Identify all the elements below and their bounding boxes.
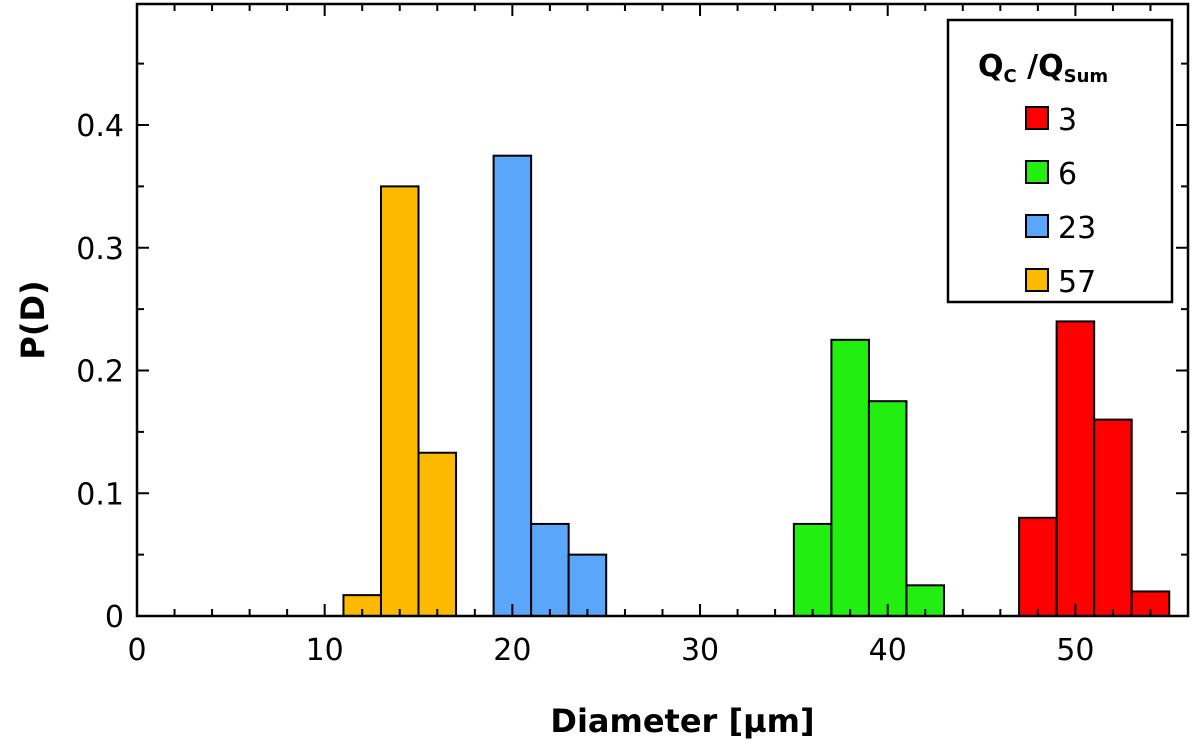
y-tick-label: 0.3 bbox=[76, 232, 124, 267]
x-tick-label: 10 bbox=[306, 633, 344, 668]
legend-swatch-23 bbox=[1025, 214, 1049, 238]
legend-swatch-6 bbox=[1025, 160, 1049, 184]
legend-label-57: 57 bbox=[1058, 265, 1096, 300]
legend-box bbox=[946, 18, 1174, 304]
ticks-layer bbox=[136, 4, 1189, 617]
legend-items: 3 6 23 57 bbox=[1025, 103, 1096, 300]
legend-label-3: 3 bbox=[1058, 103, 1077, 138]
y-tick-label: 0.4 bbox=[76, 109, 124, 144]
bar-series-23-bin-22 bbox=[530, 522, 570, 617]
legend-swatch-57 bbox=[1025, 268, 1049, 292]
x-tick-label: 0 bbox=[127, 633, 146, 668]
x-tick-label: 40 bbox=[869, 633, 907, 668]
bar-series-57-bin-16 bbox=[417, 451, 458, 617]
y-tick-label: 0 bbox=[105, 600, 124, 635]
bar-series-23-bin-20 bbox=[492, 154, 533, 617]
tick-labels-layer: 0 10 20 30 40 50 0 0.1 0.2 0.3 0.4 bbox=[76, 109, 1094, 668]
bar-series-6-bin-36 bbox=[792, 522, 833, 617]
bar-series-23-bin-24 bbox=[567, 553, 608, 617]
bar-series-3-bin-52 bbox=[1093, 418, 1133, 617]
legend-swatch-3 bbox=[1025, 106, 1049, 130]
x-tick-label: 50 bbox=[1056, 633, 1094, 668]
bar-series-57-bin-14 bbox=[379, 185, 420, 617]
legend: QC /QSum 3 6 23 57 bbox=[946, 18, 1174, 304]
x-tick-label: 30 bbox=[681, 633, 719, 668]
legend-label-6: 6 bbox=[1058, 157, 1077, 192]
legend-title-sub2: Sum bbox=[1064, 66, 1109, 87]
legend-title-sep: /Q bbox=[1017, 49, 1064, 84]
y-tick-label: 0.2 bbox=[76, 355, 124, 390]
legend-label-23: 23 bbox=[1058, 211, 1096, 246]
legend-title: QC /QSum bbox=[978, 49, 1108, 87]
x-tick-label: 20 bbox=[493, 633, 531, 668]
legend-title-sub1: C bbox=[1004, 66, 1017, 87]
bar-series-6-bin-38 bbox=[830, 338, 870, 617]
bar-series-3-bin-50 bbox=[1055, 320, 1096, 617]
y-tick-label: 0.1 bbox=[76, 477, 124, 512]
bar-series-3-bin-48 bbox=[1018, 516, 1058, 617]
bar-series-6-bin-40 bbox=[867, 400, 908, 617]
legend-title-main: Q bbox=[978, 49, 1004, 84]
y-axis-title: P(D) bbox=[14, 280, 52, 359]
x-axis-title: Diameter [µm] bbox=[550, 702, 814, 740]
